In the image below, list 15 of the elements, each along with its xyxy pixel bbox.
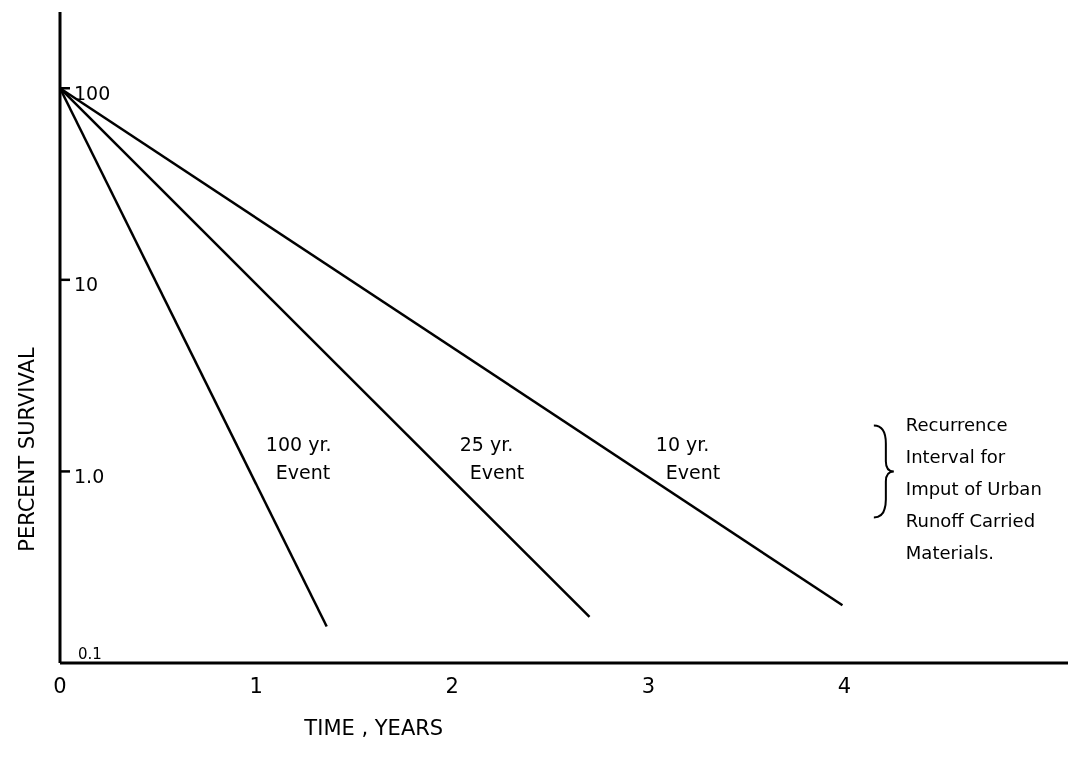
x-tick-label: 2 bbox=[445, 674, 459, 698]
y-tick-label: 0.1 bbox=[78, 645, 102, 663]
annotation: Recurrence Interval for Imput of Urban Runoff Carried Materials. bbox=[905, 414, 1042, 564]
series-label: 100 yr. Event bbox=[265, 433, 332, 484]
x-tick-label: 4 bbox=[837, 674, 852, 698]
series-label: 25 yr. Event bbox=[459, 433, 525, 484]
x-axis-title: TIME , YEARS bbox=[303, 716, 444, 740]
y-tick-label: 100 bbox=[74, 81, 111, 104]
x-tick-label: 1 bbox=[249, 674, 263, 698]
y-tick-label: 10 bbox=[74, 273, 99, 296]
y-axis-title: PERCENT SURVIVAL bbox=[15, 347, 39, 552]
series-label: 10 yr. Event bbox=[655, 433, 721, 484]
y-tick-label: 1.0 bbox=[74, 464, 105, 487]
x-tick-label: 0 bbox=[53, 674, 67, 698]
x-tick-label: 3 bbox=[641, 674, 656, 698]
